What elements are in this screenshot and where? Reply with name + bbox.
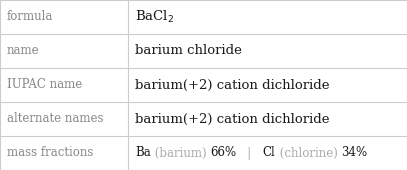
Text: 66%: 66%: [210, 147, 236, 159]
Text: 34%: 34%: [341, 147, 368, 159]
Text: Ba: Ba: [135, 147, 151, 159]
Text: (chlorine): (chlorine): [276, 147, 341, 159]
Text: barium(+2) cation dichloride: barium(+2) cation dichloride: [135, 79, 330, 91]
Text: IUPAC name: IUPAC name: [7, 79, 82, 91]
Text: name: name: [7, 45, 39, 57]
Text: (barium): (barium): [151, 147, 210, 159]
Text: |: |: [236, 147, 263, 159]
Text: barium(+2) cation dichloride: barium(+2) cation dichloride: [135, 113, 330, 125]
Text: formula: formula: [7, 11, 53, 23]
Text: barium chloride: barium chloride: [135, 45, 242, 57]
Text: alternate names: alternate names: [7, 113, 103, 125]
Text: mass fractions: mass fractions: [7, 147, 93, 159]
Text: BaCl$_2$: BaCl$_2$: [135, 9, 174, 25]
Text: Cl: Cl: [263, 147, 276, 159]
